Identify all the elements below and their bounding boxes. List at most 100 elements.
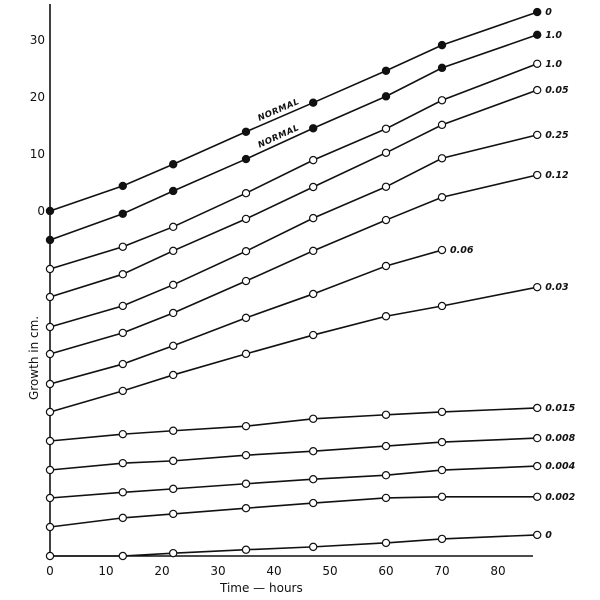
- open-point-marker: [118, 458, 128, 468]
- x-tick-label: 70: [434, 564, 449, 578]
- open-point-marker: [381, 441, 391, 451]
- curve-series: 0.004: [45, 461, 576, 503]
- curve-line: [49, 174, 538, 355]
- curve-label: 0: [545, 7, 552, 18]
- open-point-marker: [437, 154, 447, 163]
- filled-point-marker: [45, 235, 55, 245]
- curve-label: 1.0: [545, 59, 562, 70]
- curve-label: 0.03: [545, 282, 569, 293]
- curve-line: [49, 495, 538, 528]
- open-point-marker: [45, 407, 55, 417]
- open-point-marker: [533, 461, 542, 471]
- filled-point-marker: [309, 98, 318, 107]
- curve-series: 0.002: [45, 492, 576, 532]
- open-point-marker: [309, 182, 318, 192]
- filled-point-marker: [309, 124, 318, 133]
- curve-series: 0.06: [45, 245, 474, 389]
- open-point-marker: [437, 245, 447, 255]
- open-point-marker: [381, 312, 391, 321]
- open-point-marker: [437, 120, 447, 130]
- open-point-marker: [309, 330, 318, 340]
- open-point-marker: [533, 282, 542, 292]
- y-tick-label: 30: [30, 33, 45, 47]
- x-tick-label: 20: [154, 564, 169, 578]
- open-point-marker: [241, 349, 251, 359]
- y-axis-title: Growth in cm.: [27, 316, 41, 400]
- curve-label: 1.0: [545, 30, 562, 41]
- open-point-marker: [437, 407, 447, 417]
- open-point-marker: [533, 170, 542, 180]
- open-point-marker: [45, 493, 55, 503]
- open-point-marker: [241, 450, 251, 460]
- filled-point-marker: [381, 92, 391, 101]
- y-axis: 0 10 20 30 Growth in cm.: [27, 4, 51, 556]
- filled-point-marker: [533, 7, 542, 17]
- open-point-marker: [118, 359, 128, 369]
- open-point-marker: [533, 59, 542, 69]
- filled-point-marker: [241, 154, 251, 164]
- open-point-marker: [533, 492, 542, 501]
- open-point-marker: [118, 386, 128, 396]
- filled-point-marker: [381, 66, 391, 75]
- curve-line: [50, 534, 538, 557]
- open-point-marker: [241, 479, 251, 488]
- open-point-marker: [168, 456, 178, 466]
- filled-point-marker: [45, 206, 55, 216]
- x-axis-title: Time — hours: [219, 581, 303, 595]
- open-point-marker: [381, 182, 391, 191]
- open-point-marker: [241, 276, 251, 286]
- open-point-marker: [309, 474, 318, 484]
- x-tick-label: 60: [378, 564, 393, 578]
- open-point-marker: [241, 545, 251, 554]
- open-point-marker: [241, 246, 251, 256]
- open-point-marker: [533, 130, 542, 140]
- open-point-marker: [45, 551, 55, 561]
- open-point-marker: [381, 493, 391, 503]
- open-point-marker: [241, 188, 251, 198]
- open-point-marker: [437, 301, 447, 311]
- open-point-marker: [118, 551, 128, 561]
- open-point-marker: [45, 292, 55, 302]
- x-tick-label: 10: [98, 564, 113, 578]
- open-point-marker: [309, 446, 318, 456]
- filled-point-marker: [241, 127, 251, 136]
- filled-point-marker: [118, 181, 128, 191]
- curve-line: [49, 34, 538, 241]
- open-point-marker: [118, 488, 128, 497]
- open-point-marker: [168, 370, 178, 380]
- open-point-marker: [437, 96, 447, 105]
- open-point-marker: [168, 509, 178, 519]
- curve-label: 0: [545, 530, 552, 541]
- open-point-marker: [168, 484, 178, 494]
- open-point-marker: [45, 349, 55, 359]
- open-point-marker: [309, 542, 318, 552]
- open-point-marker: [118, 270, 128, 279]
- open-point-marker: [381, 124, 391, 133]
- curve-label: 0.05: [545, 85, 569, 96]
- open-point-marker: [437, 465, 447, 475]
- open-point-marker: [309, 414, 318, 423]
- curve-series: 0.25: [45, 130, 569, 332]
- open-point-marker: [168, 548, 178, 558]
- curve-series: 0.015: [45, 403, 576, 446]
- open-point-marker: [118, 513, 128, 523]
- curve-line: [49, 89, 538, 298]
- curve-label: 0.25: [545, 130, 569, 141]
- open-point-marker: [309, 289, 318, 299]
- open-point-marker: [118, 328, 128, 338]
- filled-point-marker: [533, 30, 542, 39]
- curve-line: [49, 286, 538, 413]
- x-tick-label: 50: [322, 564, 337, 578]
- open-point-marker: [533, 433, 542, 443]
- curve-label: 0.12: [545, 170, 569, 181]
- curve-line: [49, 407, 538, 442]
- open-point-marker: [168, 222, 178, 232]
- filled-point-marker: [437, 40, 447, 50]
- open-point-marker: [168, 246, 178, 256]
- open-point-marker: [241, 214, 251, 224]
- open-point-marker: [241, 503, 251, 513]
- open-point-marker: [437, 492, 447, 501]
- open-point-marker: [381, 410, 391, 419]
- open-point-marker: [168, 280, 178, 290]
